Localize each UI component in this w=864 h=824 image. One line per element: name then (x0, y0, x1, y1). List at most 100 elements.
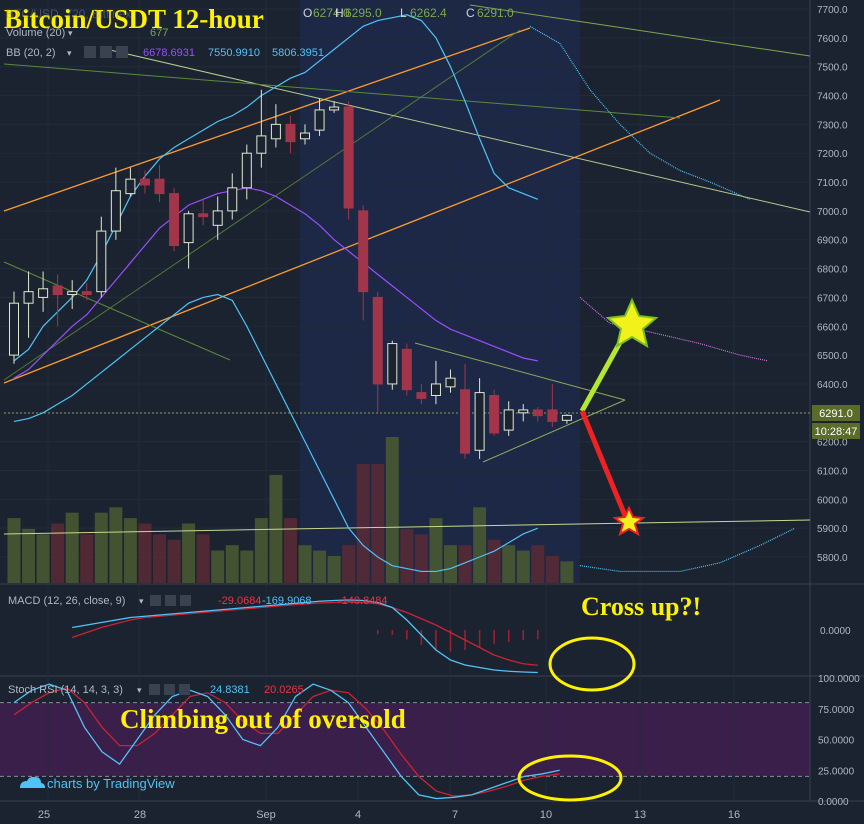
volume-bar (531, 545, 545, 583)
time-axis: 25 28 Sep 4 7 10 13 16 (38, 809, 740, 821)
ohlc-low: 6262.4 (410, 6, 447, 20)
shaded-region (300, 0, 580, 583)
macd-value-3: -140.8484 (338, 595, 388, 607)
stoch-d-value: 20.0265 (264, 684, 304, 696)
rsi-band (0, 703, 810, 776)
macd-value-2: -169.9068 (262, 595, 312, 607)
close-icon[interactable] (116, 46, 128, 58)
eye-icon[interactable] (84, 46, 96, 58)
candle-body (372, 296, 383, 385)
ohlc-close: 6291.0 (477, 6, 514, 20)
volume-bar (429, 518, 443, 583)
price-tick-label: 7700.0 (817, 5, 848, 16)
ohlc-c-label: C (466, 6, 475, 20)
bb-lower-projection (579, 527, 796, 573)
volume-bar (51, 523, 65, 583)
volume-bar (36, 534, 50, 583)
time-tick-label: Sep (256, 809, 276, 821)
bb-upper-value: 7550.9910 (208, 47, 260, 59)
symbol-label: BTC/USD, 720, Bitfinex (6, 7, 131, 21)
stoch-chevron-icon[interactable]: ▾ (137, 685, 142, 695)
settings-icon[interactable] (164, 684, 175, 695)
trendlines (3, 4, 811, 535)
candle-body (489, 394, 500, 434)
stoch-k-line (13, 683, 560, 800)
oversold-annotation: Climbing out of oversold (120, 704, 406, 734)
volume-bar (502, 545, 516, 583)
close-icon[interactable] (179, 684, 190, 695)
volume-bar (444, 545, 457, 583)
volume-bar (414, 534, 428, 583)
price-tick-label: 6700.0 (817, 293, 848, 304)
volume-bar (385, 437, 399, 583)
future-projection (529, 25, 796, 573)
watermark-text: charts by TradingView (47, 776, 175, 791)
price-tick-label: 5900.0 (817, 524, 848, 535)
macd-value-1: -29.0684 (218, 595, 261, 607)
rsi-highlight-ellipse (517, 754, 623, 802)
orange-channel-upper (3, 27, 531, 212)
rsi-tick-label: 0.0000 (818, 797, 849, 808)
volume-bar (473, 507, 487, 583)
candle-body (110, 190, 121, 232)
stoch-k-value: 24.8381 (210, 684, 250, 696)
price-tick-label: 7300.0 (817, 120, 848, 131)
bb-chevron-icon[interactable]: ▾ (67, 48, 72, 58)
price-tag: 6291.0 (819, 408, 853, 420)
triangle-lower (482, 399, 626, 463)
candle-body (445, 377, 456, 388)
candle-body (198, 213, 209, 218)
eye-icon[interactable] (149, 684, 160, 695)
support-line (3, 519, 811, 535)
volume-bar (182, 523, 196, 583)
volume-bar (458, 545, 472, 583)
forecast-arrows (579, 297, 659, 537)
macd-chevron-icon[interactable]: ▾ (139, 596, 144, 606)
macd-controls (150, 595, 191, 606)
macd-legend[interactable]: MACD (12, 26, close, 9) (8, 595, 125, 607)
time-tick-label: 28 (134, 809, 146, 821)
candle-body (416, 392, 427, 399)
candle-body (154, 178, 165, 195)
time-tick-label: 7 (452, 809, 458, 821)
grid-lines (0, 0, 810, 801)
rsi-tick-label: 50.0000 (818, 736, 855, 747)
candle-body (474, 392, 485, 451)
price-tick-label: 6900.0 (817, 236, 848, 247)
settings-icon[interactable] (165, 595, 176, 606)
volume-legend[interactable]: Volume (20) (6, 27, 65, 39)
candle-body (23, 291, 34, 304)
price-tick-label: 7200.0 (817, 149, 848, 160)
candle-body (358, 210, 369, 293)
time-tick-label: 4 (355, 809, 361, 821)
time-tick-label: 16 (728, 809, 740, 821)
tradingview-watermark[interactable]: charts by TradingView (20, 776, 175, 791)
green-target-star (605, 297, 659, 349)
close-icon[interactable] (180, 595, 191, 606)
bb-upper-projection (529, 25, 751, 200)
candle-body (460, 389, 471, 454)
volume-value: 677 (150, 27, 168, 39)
volume-bar (211, 550, 225, 583)
settings-icon[interactable] (100, 46, 112, 58)
candle-body (183, 213, 194, 244)
candle-body (314, 109, 325, 131)
volume-bar (356, 464, 370, 583)
bb-lower-value: 5806.3951 (272, 47, 324, 59)
volume-bar (123, 518, 137, 583)
ohlc-h-label: H (335, 6, 344, 20)
volume-bar (283, 518, 297, 583)
candle-body (227, 187, 238, 212)
volume-chevron-icon[interactable]: ▾ (68, 28, 73, 38)
candle-body (38, 288, 49, 298)
stoch-legend[interactable]: Stoch RSI (14, 14, 3, 3) (8, 684, 123, 696)
price-tick-label: 6500.0 (817, 351, 848, 362)
volume-bar (254, 518, 268, 583)
price-tick-label: 7500.0 (817, 63, 848, 74)
candle-body (401, 348, 412, 391)
bb-legend[interactable]: BB (20, 2) (6, 47, 56, 59)
price-tick-label: 7000.0 (817, 207, 848, 218)
macd-panel (71, 599, 539, 674)
eye-icon[interactable] (150, 595, 161, 606)
